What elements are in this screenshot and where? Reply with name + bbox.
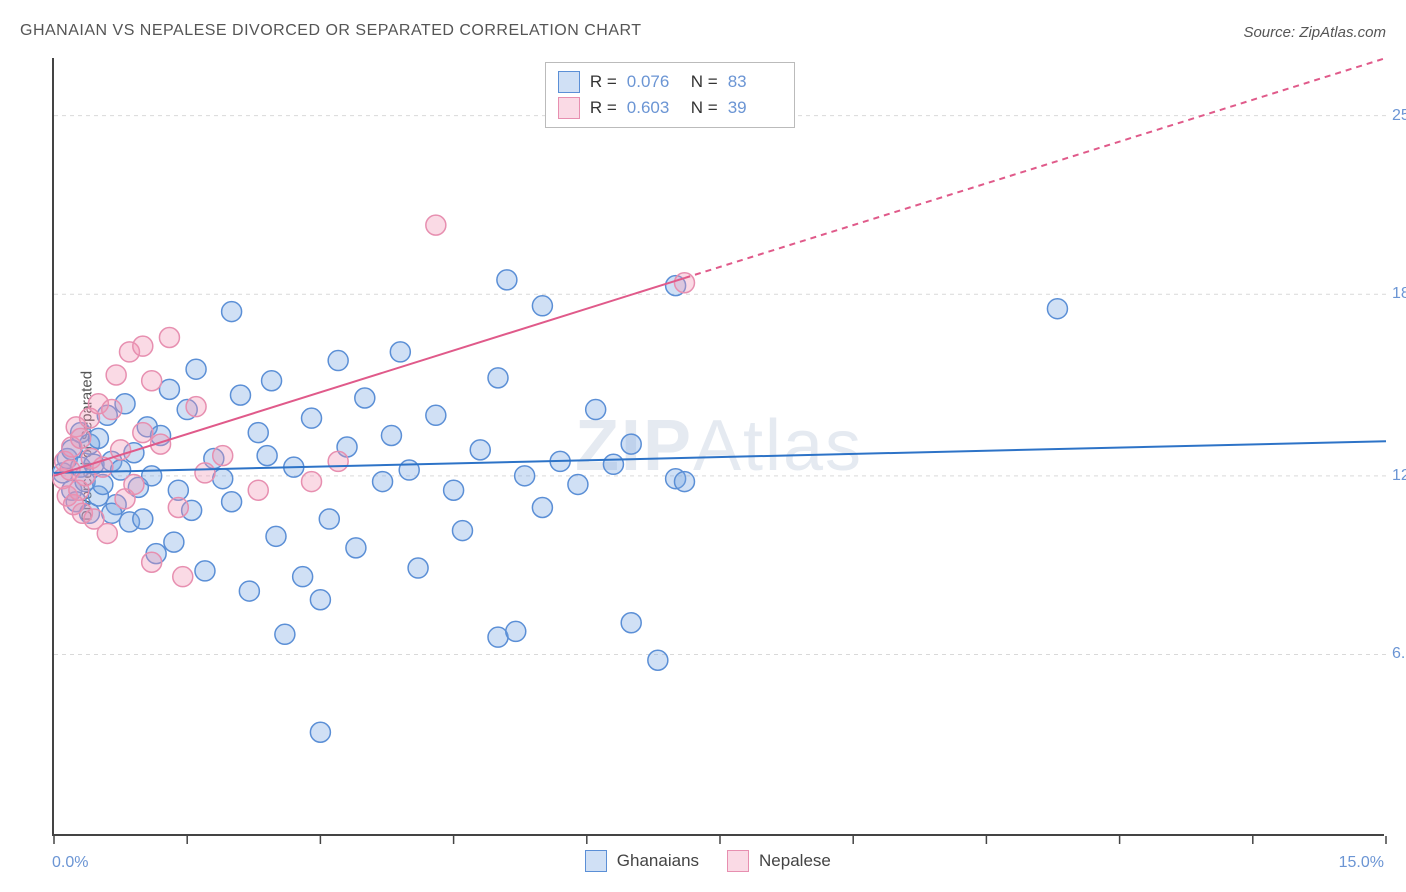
y-tick-label: 25.0%: [1392, 107, 1406, 125]
legend-r-label: R =: [590, 95, 617, 121]
legend-swatch: [585, 850, 607, 872]
plot-svg: [54, 58, 1386, 836]
legend-swatch: [727, 850, 749, 872]
y-tick-label: 6.3%: [1392, 645, 1406, 663]
legend-row: R = 0.603 N = 39: [558, 95, 782, 121]
chart-title: GHANAIAN VS NEPALESE DIVORCED OR SEPARAT…: [20, 22, 642, 40]
series-legend-item: Nepalese: [727, 850, 831, 872]
legend-row: R = 0.076 N = 83: [558, 69, 782, 95]
series-legend: Ghanaians Nepalese: [585, 850, 831, 872]
legend-swatch: [558, 97, 580, 119]
series-legend-item: Ghanaians: [585, 850, 699, 872]
series-legend-label: Nepalese: [759, 851, 831, 871]
scatter-plot: ZIPAtlas: [52, 58, 1384, 836]
x-tick-label: 15.0%: [1339, 854, 1384, 872]
legend-n-value: 39: [728, 95, 782, 121]
y-tick-label: 18.8%: [1392, 285, 1406, 303]
legend-n-value: 83: [728, 69, 782, 95]
y-tick-label: 12.5%: [1392, 467, 1406, 485]
correlation-legend: R = 0.076 N = 83 R = 0.603 N = 39: [545, 62, 795, 128]
legend-r-value: 0.076: [627, 69, 681, 95]
legend-n-label: N =: [691, 95, 718, 121]
legend-r-label: R =: [590, 69, 617, 95]
source-label: Source: ZipAtlas.com: [1243, 24, 1386, 41]
legend-swatch: [558, 71, 580, 93]
x-tick-label: 0.0%: [52, 854, 88, 872]
legend-r-value: 0.603: [627, 95, 681, 121]
legend-n-label: N =: [691, 69, 718, 95]
series-legend-label: Ghanaians: [617, 851, 699, 871]
